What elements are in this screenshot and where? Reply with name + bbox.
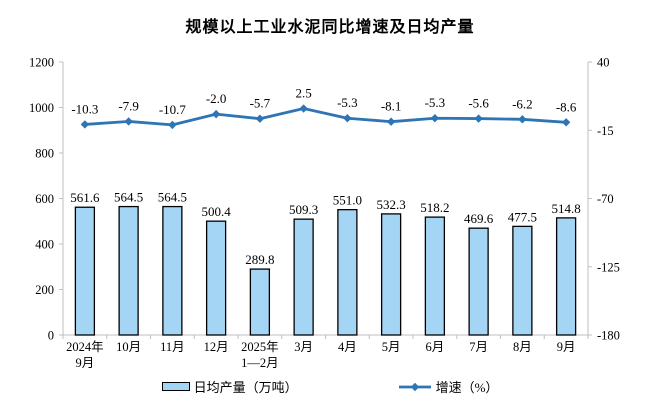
line-value-label: -5.6 (468, 96, 489, 111)
line-value-label: -8.6 (556, 99, 577, 114)
line-value-label: -7.9 (118, 98, 139, 113)
line-marker (255, 114, 265, 123)
legend-item-daily-output: 日均产量（万吨） (161, 377, 298, 396)
line-marker (299, 104, 308, 113)
bar (512, 225, 533, 336)
bar (424, 216, 446, 336)
line-value-label: -5.3 (425, 95, 446, 110)
line-marker (343, 114, 352, 123)
left-axis-tick-label: 0 (48, 329, 54, 343)
line-marker (561, 118, 571, 127)
line-series-swatch-icon (398, 382, 431, 391)
x-axis-label: 6月 (425, 340, 444, 354)
bar-value-label: 477.5 (508, 209, 537, 224)
line-value-label: -6.2 (512, 96, 533, 111)
right-axis-tick-label: -15 (597, 124, 614, 138)
x-axis-label: 4月 (338, 340, 357, 354)
bar-value-label: 551.0 (333, 193, 362, 208)
right-axis-tick-label: -180 (597, 329, 620, 343)
x-axis-label: 7月 (469, 340, 488, 354)
left-axis-tick-label: 800 (35, 147, 54, 161)
bar (74, 206, 96, 336)
line-value-label: -5.7 (250, 96, 271, 111)
left-axis-tick-label: 600 (35, 192, 54, 206)
left-axis-tick-label: 200 (35, 283, 54, 297)
bar (205, 220, 227, 336)
line-marker (211, 109, 221, 119)
right-axis-tick-label: 40 (597, 56, 610, 70)
line-value-label: -8.1 (381, 99, 402, 114)
bar-value-label: 289.8 (245, 252, 274, 267)
bar (555, 217, 577, 336)
bar (249, 268, 271, 336)
x-axis-label: 2024年 9月 (66, 340, 104, 370)
x-axis-label: 10月 (116, 340, 141, 354)
bar-value-label: 564.5 (114, 190, 143, 205)
left-axis-tick-label: 1200 (29, 56, 54, 70)
line-marker (168, 120, 177, 130)
bar (468, 227, 489, 336)
chart-title: 规模以上工业水泥同比增速及日均产量 (185, 19, 475, 36)
line-marker (430, 114, 440, 123)
line-value-label: -10.7 (159, 102, 187, 117)
line-value-label: -10.3 (71, 101, 98, 116)
x-axis-label: 2025年 1—2月 (241, 340, 279, 370)
bar-value-label: 500.4 (202, 204, 232, 219)
legend-line-label: 增速（%） (435, 380, 499, 395)
x-axis-label: 3月 (294, 340, 313, 354)
line-marker (474, 114, 483, 123)
left-axis-tick-label: 1000 (29, 101, 54, 115)
bar-value-label: 509.3 (289, 202, 318, 217)
line-value-label: -2.0 (206, 91, 227, 106)
line-value-label: 2.5 (296, 86, 312, 101)
bar (162, 205, 183, 336)
line-marker (386, 117, 396, 126)
legend-bar-label: 日均产量（万吨） (193, 380, 298, 395)
bar (118, 205, 139, 336)
bar-series-swatch-icon (161, 382, 190, 391)
right-axis-tick-label: -70 (597, 192, 614, 206)
bar (380, 213, 402, 336)
x-axis-label: 11月 (160, 340, 185, 354)
x-axis-label: 9月 (557, 340, 576, 354)
right-axis-tick-label: -125 (597, 260, 620, 274)
bar (293, 218, 314, 336)
bar-value-label: 564.5 (158, 190, 187, 205)
x-axis-label: 12月 (204, 340, 229, 354)
bar (337, 208, 358, 336)
bar-value-label: 469.6 (464, 211, 494, 226)
bar-value-label: 561.6 (70, 190, 100, 205)
legend-item-growth-rate: 增速（%） (398, 377, 499, 396)
line-marker (124, 117, 133, 126)
x-axis-label: 5月 (382, 340, 401, 354)
chart-legend: 日均产量（万吨） 增速（%） (0, 377, 660, 396)
bar-value-label: 514.8 (552, 201, 581, 216)
bar-value-label: 518.2 (420, 200, 449, 215)
line-marker (518, 115, 527, 124)
left-axis-tick-label: 400 (35, 238, 54, 252)
bar-value-label: 532.3 (377, 197, 406, 212)
growth-line (83, 107, 568, 127)
line-value-label: -5.3 (337, 95, 358, 110)
line-marker (80, 120, 90, 129)
x-axis-label: 8月 (513, 340, 532, 354)
